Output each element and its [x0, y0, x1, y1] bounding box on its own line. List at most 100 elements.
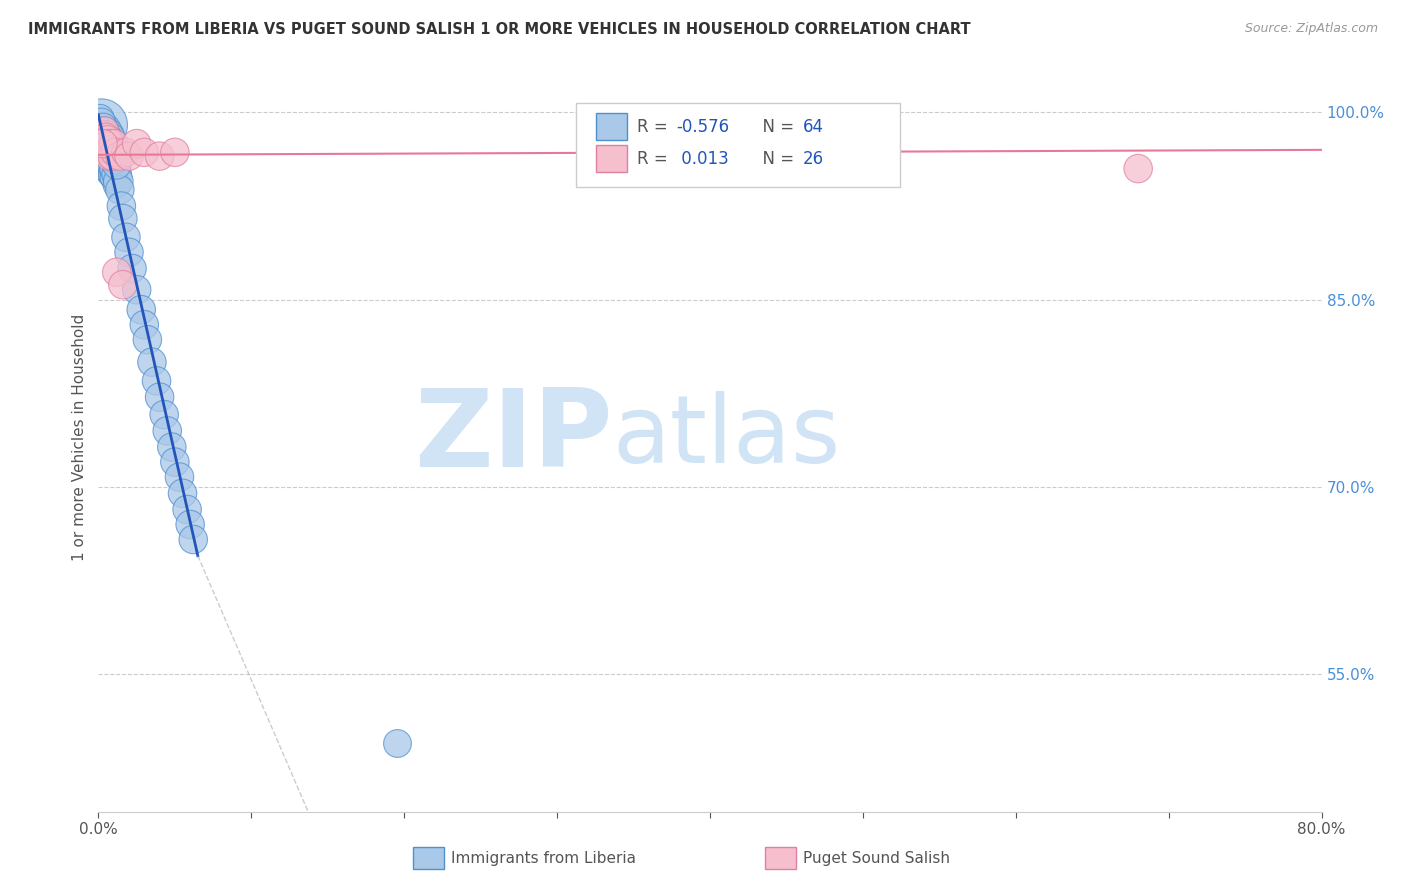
Point — [118, 149, 141, 163]
Point — [98, 136, 121, 151]
Text: ZIP: ZIP — [413, 384, 612, 490]
Point — [105, 168, 128, 182]
Point — [101, 149, 124, 163]
Point — [125, 136, 148, 151]
Point — [121, 261, 143, 276]
Point — [108, 149, 131, 163]
Point — [90, 115, 112, 129]
Point — [94, 133, 117, 147]
Point — [129, 302, 152, 317]
Point — [181, 533, 204, 547]
Point — [98, 143, 121, 157]
Point — [90, 118, 112, 132]
Point — [104, 145, 127, 160]
Point — [103, 136, 125, 151]
Text: N =: N = — [752, 150, 800, 168]
Point — [100, 145, 122, 160]
Point — [141, 355, 163, 369]
Point — [101, 158, 124, 172]
Point — [125, 283, 148, 297]
Point — [169, 470, 191, 484]
Point — [90, 128, 112, 142]
Point — [103, 170, 125, 185]
Point — [699, 155, 721, 169]
Point — [91, 133, 114, 147]
Point — [100, 143, 122, 157]
Point — [172, 486, 194, 500]
Text: Puget Sound Salish: Puget Sound Salish — [803, 851, 950, 865]
Point — [94, 140, 117, 154]
Point — [91, 136, 114, 151]
Point — [93, 136, 115, 151]
Text: Source: ZipAtlas.com: Source: ZipAtlas.com — [1244, 22, 1378, 36]
Point — [97, 161, 120, 176]
Point — [103, 149, 125, 163]
Point — [134, 145, 156, 160]
Point — [91, 124, 114, 138]
Point — [153, 408, 176, 422]
Point — [160, 440, 183, 454]
Point — [156, 424, 179, 438]
Point — [101, 145, 124, 160]
Point — [118, 245, 141, 260]
Point — [145, 374, 167, 388]
Point — [163, 145, 186, 160]
Point — [93, 143, 115, 157]
Point — [134, 318, 156, 332]
Text: atlas: atlas — [612, 391, 841, 483]
Point — [136, 333, 159, 347]
Point — [98, 161, 121, 175]
Point — [105, 158, 128, 172]
Point — [93, 130, 115, 145]
Point — [103, 153, 125, 167]
Point — [101, 149, 124, 163]
Point — [108, 183, 131, 197]
Point — [385, 736, 408, 750]
Point — [105, 265, 128, 279]
Text: 26: 26 — [803, 150, 824, 168]
Point — [107, 174, 129, 188]
Point — [105, 178, 128, 192]
Point — [111, 277, 134, 292]
Point — [89, 112, 111, 126]
Point — [115, 230, 138, 244]
Point — [98, 136, 121, 151]
Point — [104, 153, 127, 167]
Point — [103, 161, 125, 176]
Point — [110, 199, 132, 213]
Point — [98, 152, 121, 166]
Point — [101, 168, 124, 182]
Text: R =: R = — [637, 150, 673, 168]
Point — [97, 145, 120, 160]
Point — [97, 153, 120, 167]
Point — [163, 455, 186, 469]
Text: Immigrants from Liberia: Immigrants from Liberia — [451, 851, 637, 865]
Point — [179, 517, 201, 532]
Point — [100, 155, 122, 169]
Text: N =: N = — [752, 118, 800, 136]
Point — [98, 149, 121, 163]
Point — [97, 136, 120, 151]
Point — [93, 149, 115, 163]
Point — [111, 211, 134, 226]
Point — [94, 158, 117, 172]
Point — [1128, 161, 1150, 176]
Point — [91, 120, 114, 135]
Point — [91, 136, 114, 151]
Text: R =: R = — [637, 118, 673, 136]
Text: 0.013: 0.013 — [676, 150, 730, 168]
Point — [115, 145, 138, 160]
Point — [149, 149, 172, 163]
Text: IMMIGRANTS FROM LIBERIA VS PUGET SOUND SALISH 1 OR MORE VEHICLES IN HOUSEHOLD CO: IMMIGRANTS FROM LIBERIA VS PUGET SOUND S… — [28, 22, 970, 37]
Point — [176, 502, 198, 516]
Point — [100, 165, 122, 179]
Y-axis label: 1 or more Vehicles in Household: 1 or more Vehicles in Household — [72, 313, 87, 561]
Point — [104, 161, 127, 176]
Point — [93, 124, 115, 138]
Point — [94, 140, 117, 154]
Point — [97, 133, 120, 147]
Point — [94, 149, 117, 163]
Point — [97, 145, 120, 160]
Point — [94, 130, 117, 145]
Point — [93, 124, 115, 138]
